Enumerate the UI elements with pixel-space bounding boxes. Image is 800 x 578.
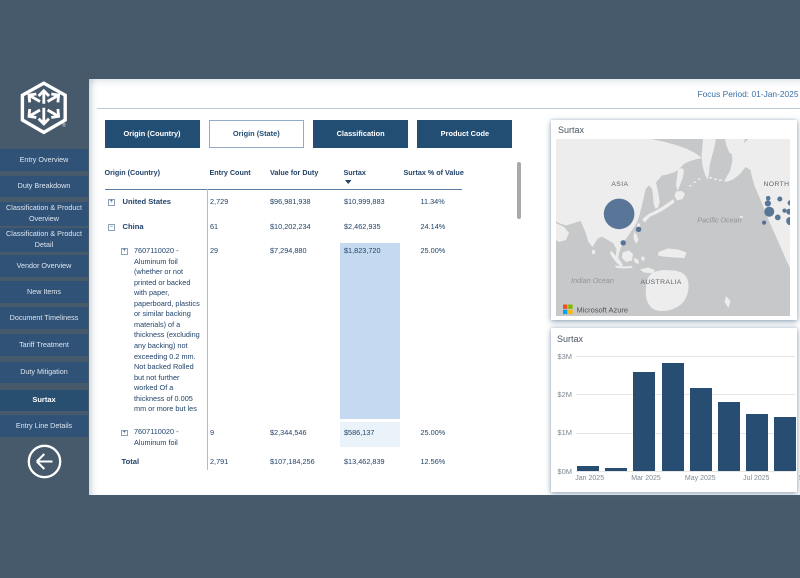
- svg-text:Microsoft Azure: Microsoft Azure: [576, 305, 628, 314]
- svg-text:Indian Ocean: Indian Ocean: [571, 276, 614, 285]
- svg-text:Pacific Ocean: Pacific Ocean: [697, 216, 741, 225]
- svg-text:AUSTRALIA: AUSTRALIA: [640, 279, 681, 286]
- svg-text:NORTH AME: NORTH AME: [763, 181, 790, 188]
- svg-text:ASIA: ASIA: [611, 181, 628, 188]
- svg-text:®: ®: [62, 122, 66, 129]
